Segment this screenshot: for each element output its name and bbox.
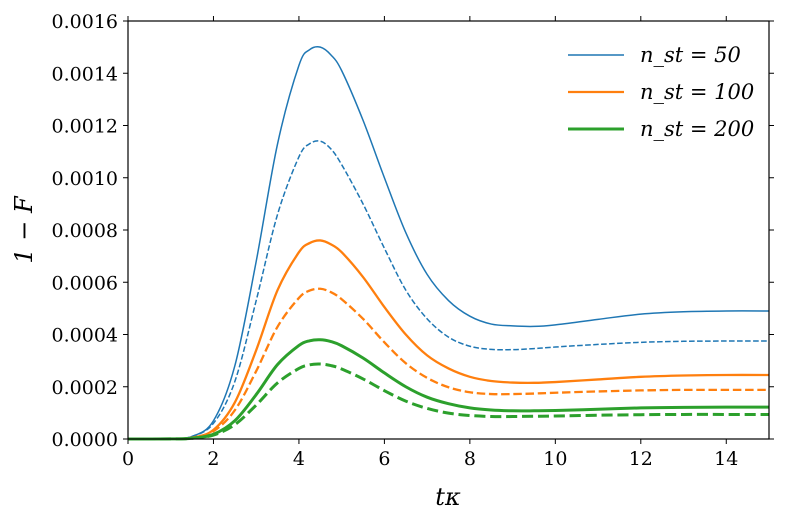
x-tick-label: 14 [714,448,738,470]
y-tick-label: 0.0006 [52,272,118,294]
x-axis-label: tκ [435,483,461,511]
x-tick-label: 4 [293,448,305,470]
tick-layer: 0 2 4 6 8 10 12 14 0.0000 0.0002 0.0004 0.0006 0.000… [52,11,774,470]
y-tick-label: 0.0012 [52,116,118,138]
x-tick-label: 6 [378,448,390,470]
x-tick-label: 12 [629,448,653,470]
x-tick-label: 10 [543,448,567,470]
y-tick-label: 0.0002 [52,377,118,399]
x-tick-label: 8 [464,448,476,470]
y-tick-label: 0.0014 [52,63,118,85]
y-axis-label: 1 − F [10,195,38,264]
y-tick-label: 0.0008 [52,220,118,242]
legend-label: n_st = 50 [640,43,741,67]
x-tick-label: 0 [122,448,134,470]
legend-label: n_st = 100 [640,80,754,104]
y-tick-label: 0.0000 [52,429,118,451]
series-line-2-dashed [127,140,770,440]
series-line-6-dashed [127,362,769,441]
y-tick-label: 0.0010 [52,168,118,190]
y-tick-label: 0.0016 [52,11,118,33]
y-tick-label: 0.0004 [52,325,118,347]
x-tick-label: 2 [207,448,219,470]
series-line-3-solid [127,239,770,441]
series-layer [127,45,770,441]
series-line-1-solid [127,45,770,440]
series-line-4-dashed [127,287,769,441]
series-line-5-solid [127,338,770,441]
legend: n_st = 50 n_st = 100 n_st = 200 [568,43,754,141]
legend-label: n_st = 200 [640,117,754,141]
